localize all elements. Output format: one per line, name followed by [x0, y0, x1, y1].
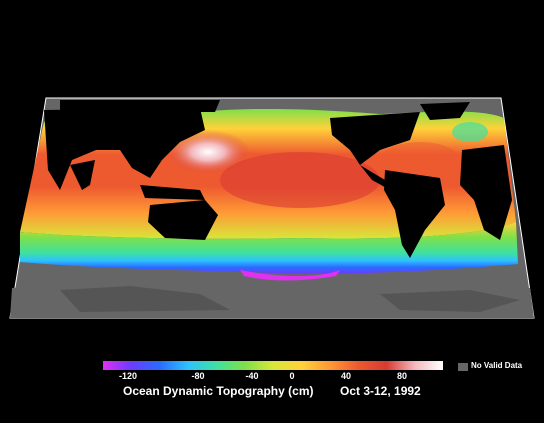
no-valid-data-label: No Valid Data [471, 361, 523, 370]
tick-label: -40 [245, 371, 259, 381]
color-scale-bar [103, 361, 443, 370]
map-date: Oct 3-12, 1992 [340, 384, 421, 398]
land-south-america [384, 170, 445, 258]
warm-pool-hotspot [166, 130, 250, 174]
land-africa [460, 145, 512, 240]
map-title: Ocean Dynamic Topography (cm) [123, 384, 314, 398]
land-north-america [330, 112, 420, 165]
land-australia [148, 200, 218, 240]
land-india [70, 160, 95, 190]
southern-ocean-wall [20, 222, 518, 274]
tick-label: 40 [340, 371, 352, 381]
land-indonesia [140, 185, 205, 200]
tick-label: -120 [118, 371, 138, 381]
tick-label: 0 [289, 371, 295, 381]
land-central-america [360, 165, 390, 190]
tick-label: -80 [191, 371, 205, 381]
land-greenland [420, 102, 470, 120]
no-valid-data-swatch [458, 363, 468, 371]
land-asia [44, 108, 205, 190]
land-europe-north [60, 100, 220, 112]
tick-label: 80 [396, 371, 408, 381]
